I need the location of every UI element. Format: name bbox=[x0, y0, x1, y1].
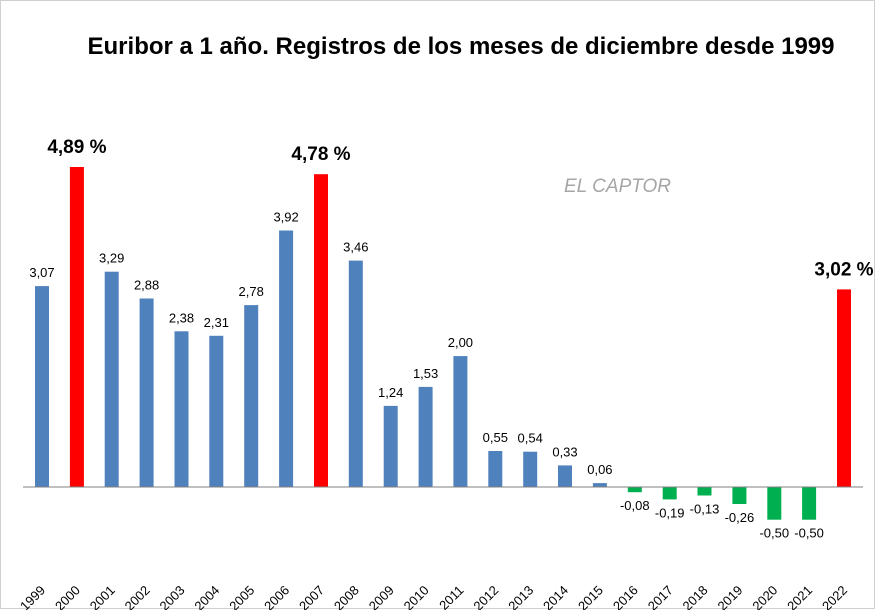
bar-2006 bbox=[279, 230, 294, 487]
data-label-2000: 4,89 % bbox=[47, 137, 106, 158]
data-label-2011: 2,00 bbox=[448, 335, 473, 350]
x-tick-label-2010: 2010 bbox=[401, 583, 432, 610]
bar-2022 bbox=[837, 289, 851, 487]
bar-2002 bbox=[139, 298, 154, 487]
bar-2020 bbox=[767, 487, 782, 520]
bar-2009 bbox=[383, 405, 398, 487]
data-label-2003: 2,38 bbox=[169, 310, 194, 325]
x-tick-label-2013: 2013 bbox=[505, 583, 536, 610]
x-tick-label-2005: 2005 bbox=[226, 583, 257, 610]
data-label-2008: 3,46 bbox=[343, 240, 368, 255]
bar-2001 bbox=[104, 271, 119, 487]
x-tick-label-2001: 2001 bbox=[87, 583, 118, 610]
data-label-2010: 1,53 bbox=[413, 366, 438, 381]
data-label-2017: -0,19 bbox=[655, 505, 685, 520]
bar-2010 bbox=[418, 386, 433, 487]
x-tick-label-2003: 2003 bbox=[157, 583, 188, 610]
x-tick-label-2011: 2011 bbox=[436, 583, 466, 610]
x-tick-label-2021: 2021 bbox=[784, 583, 815, 610]
x-tick-label-2019: 2019 bbox=[714, 583, 745, 610]
bar-2021 bbox=[802, 487, 817, 520]
data-label-2022: 3,02 % bbox=[814, 259, 873, 280]
data-label-2015: 0,06 bbox=[587, 462, 612, 477]
data-label-2005: 2,78 bbox=[239, 284, 264, 299]
x-tick-label-2020: 2020 bbox=[749, 583, 780, 610]
bar-2000 bbox=[69, 167, 84, 487]
x-tick-label-2017: 2017 bbox=[645, 583, 676, 610]
x-tick-label-2012: 2012 bbox=[470, 583, 501, 610]
data-label-2009: 1,24 bbox=[378, 385, 403, 400]
x-tick-label-2009: 2009 bbox=[366, 583, 397, 610]
bar-2017 bbox=[662, 487, 677, 500]
data-label-1999: 3,07 bbox=[29, 265, 54, 280]
x-tick-label-2008: 2008 bbox=[331, 583, 362, 610]
watermark: EL CAPTOR bbox=[564, 176, 672, 197]
bar-2004 bbox=[209, 335, 224, 487]
data-label-2001: 3,29 bbox=[99, 251, 124, 266]
data-label-2013: 0,54 bbox=[518, 431, 543, 446]
data-label-2018: -0,13 bbox=[690, 502, 720, 517]
bar-2015 bbox=[592, 483, 607, 487]
x-tick-label-2014: 2014 bbox=[540, 583, 571, 610]
x-tick-label-2007: 2007 bbox=[296, 583, 327, 610]
x-tick-label-2018: 2018 bbox=[680, 583, 711, 610]
bar-2005 bbox=[244, 305, 259, 487]
x-tick-label-2002: 2002 bbox=[122, 583, 153, 610]
x-tick-label-2000: 2000 bbox=[52, 583, 83, 610]
data-label-2019: -0,26 bbox=[725, 510, 755, 525]
x-tick-label-2022: 2022 bbox=[819, 583, 850, 610]
data-label-2016: -0,08 bbox=[620, 498, 650, 513]
bar-2019 bbox=[732, 487, 747, 504]
x-tick-label-1999: 1999 bbox=[17, 583, 48, 610]
bar-2013 bbox=[523, 451, 538, 487]
data-label-2014: 0,33 bbox=[552, 444, 577, 459]
data-label-2006: 3,92 bbox=[273, 210, 298, 225]
data-label-2012: 0,55 bbox=[483, 430, 508, 445]
bar-2014 bbox=[558, 465, 572, 487]
data-label-2007: 4,78 % bbox=[291, 144, 350, 165]
data-label-2020: -0,50 bbox=[759, 526, 789, 541]
data-label-2021: -0,50 bbox=[794, 526, 824, 541]
bar-2018 bbox=[697, 487, 712, 496]
data-label-2004: 2,31 bbox=[204, 315, 229, 330]
x-tick-label-2016: 2016 bbox=[610, 583, 641, 610]
x-tick-label-2006: 2006 bbox=[261, 583, 292, 610]
bar-1999 bbox=[35, 286, 49, 487]
bar-2003 bbox=[174, 331, 189, 487]
x-tick-label-2004: 2004 bbox=[191, 583, 222, 610]
bar-2008 bbox=[348, 260, 363, 487]
x-tick-label-2015: 2015 bbox=[575, 583, 606, 610]
bar-2007 bbox=[314, 174, 328, 487]
bar-2016 bbox=[627, 487, 642, 493]
bar-2011 bbox=[453, 356, 468, 487]
data-label-2002: 2,88 bbox=[134, 278, 159, 293]
bar-2012 bbox=[488, 451, 503, 487]
chart-title: Euribor a 1 año. Registros de los meses … bbox=[87, 33, 835, 60]
